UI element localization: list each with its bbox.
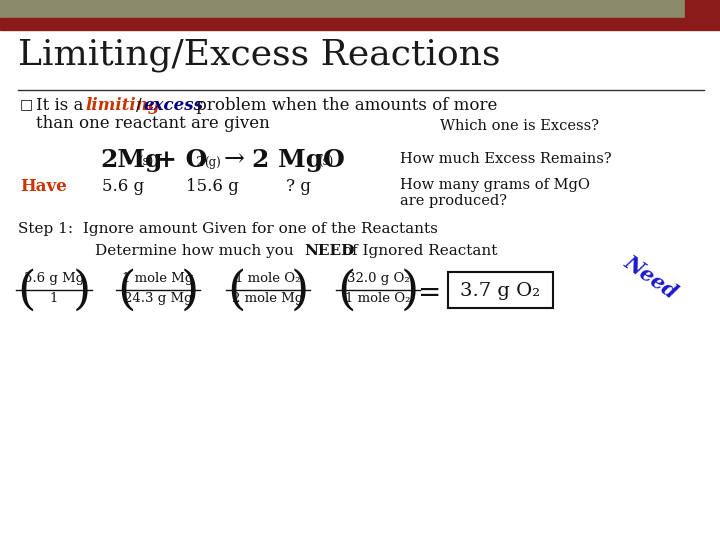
Text: 15.6 g: 15.6 g bbox=[186, 178, 239, 195]
Text: /: / bbox=[136, 97, 142, 114]
Text: 1 mole O₂: 1 mole O₂ bbox=[346, 292, 410, 305]
Text: are produced?: are produced? bbox=[400, 194, 507, 208]
Text: limiting: limiting bbox=[85, 97, 160, 114]
Text: (: ( bbox=[17, 268, 35, 313]
Text: It is a: It is a bbox=[36, 97, 89, 114]
Text: than one reactant are given: than one reactant are given bbox=[36, 115, 270, 132]
Text: Limiting/Excess Reactions: Limiting/Excess Reactions bbox=[18, 38, 500, 72]
Text: ? g: ? g bbox=[286, 178, 311, 195]
Text: 1: 1 bbox=[50, 292, 58, 305]
Text: 2Mg: 2Mg bbox=[100, 148, 163, 172]
Text: ): ) bbox=[181, 268, 199, 313]
Text: (s): (s) bbox=[138, 156, 153, 169]
Text: + O: + O bbox=[156, 148, 207, 172]
Text: 32.0 g O₂: 32.0 g O₂ bbox=[346, 272, 410, 285]
Text: ): ) bbox=[401, 268, 419, 313]
Text: (: ( bbox=[227, 268, 246, 313]
Text: 24.3 g Mg: 24.3 g Mg bbox=[124, 292, 192, 305]
Bar bbox=[0, 0, 685, 18]
Text: =: = bbox=[418, 280, 441, 307]
Text: Step 1:  Ignore amount Given for one of the Reactants: Step 1: Ignore amount Given for one of t… bbox=[18, 222, 438, 236]
Text: How much Excess Remains?: How much Excess Remains? bbox=[400, 152, 611, 166]
Text: (g): (g) bbox=[204, 156, 221, 169]
Text: ): ) bbox=[73, 268, 91, 313]
Text: NEED: NEED bbox=[304, 244, 354, 258]
Text: →: → bbox=[224, 148, 245, 171]
Text: Need: Need bbox=[620, 252, 681, 303]
Text: excess: excess bbox=[143, 97, 203, 114]
Text: Have: Have bbox=[20, 178, 67, 195]
Text: 5.6 g Mg: 5.6 g Mg bbox=[24, 272, 84, 285]
Text: 2 MgO: 2 MgO bbox=[252, 148, 345, 172]
Bar bbox=[0, 18, 685, 30]
Text: 1 mole Mg: 1 mole Mg bbox=[122, 272, 194, 285]
Text: Determine how much you: Determine how much you bbox=[95, 244, 299, 258]
Text: 5.6 g: 5.6 g bbox=[102, 178, 144, 195]
Text: (s): (s) bbox=[318, 156, 333, 169]
Text: 2: 2 bbox=[195, 156, 203, 169]
Text: Which one is Excess?: Which one is Excess? bbox=[440, 119, 599, 133]
Text: problem when the amounts of more: problem when the amounts of more bbox=[191, 97, 498, 114]
Text: (: ( bbox=[337, 268, 355, 313]
Text: How many grams of MgO: How many grams of MgO bbox=[400, 178, 590, 192]
Text: □: □ bbox=[20, 97, 33, 111]
Text: of Ignored Reactant: of Ignored Reactant bbox=[338, 244, 498, 258]
Bar bbox=[685, 0, 720, 30]
Text: ): ) bbox=[291, 268, 309, 313]
Text: 2 mole Mg: 2 mole Mg bbox=[233, 292, 304, 305]
Text: (: ( bbox=[117, 268, 135, 313]
Text: 1 mole O₂: 1 mole O₂ bbox=[235, 272, 301, 285]
Text: 3.7 g O₂: 3.7 g O₂ bbox=[460, 282, 541, 300]
Bar bbox=[448, 272, 553, 308]
